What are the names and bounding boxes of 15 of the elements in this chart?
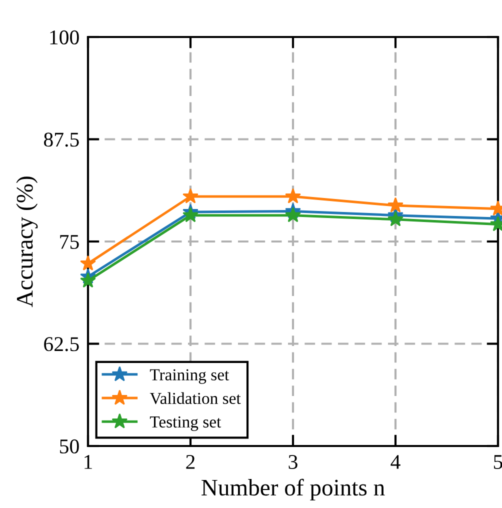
y-tick-label: 87.5 [44, 132, 79, 147]
x-tick-label: 5 [494, 455, 502, 469]
y-axis-title: Accuracy (%) [16, 176, 38, 308]
y-tick-label: 50 [60, 439, 79, 454]
x-tick-label: 2 [186, 454, 195, 469]
legend-label: Validation set [150, 392, 241, 404]
y-tick-label: 75 [60, 235, 79, 249]
x-tick-label: 3 [288, 454, 298, 469]
y-tick-label: 100 [50, 30, 79, 44]
legend-label: Training set [150, 369, 230, 384]
x-tick-label: 1 [84, 455, 92, 469]
x-tick-label: 4 [390, 455, 400, 469]
legend-label: Testing set [150, 416, 222, 431]
x-axis-title: Number of points n [202, 478, 385, 500]
y-tick-label: 62.5 [44, 337, 79, 352]
